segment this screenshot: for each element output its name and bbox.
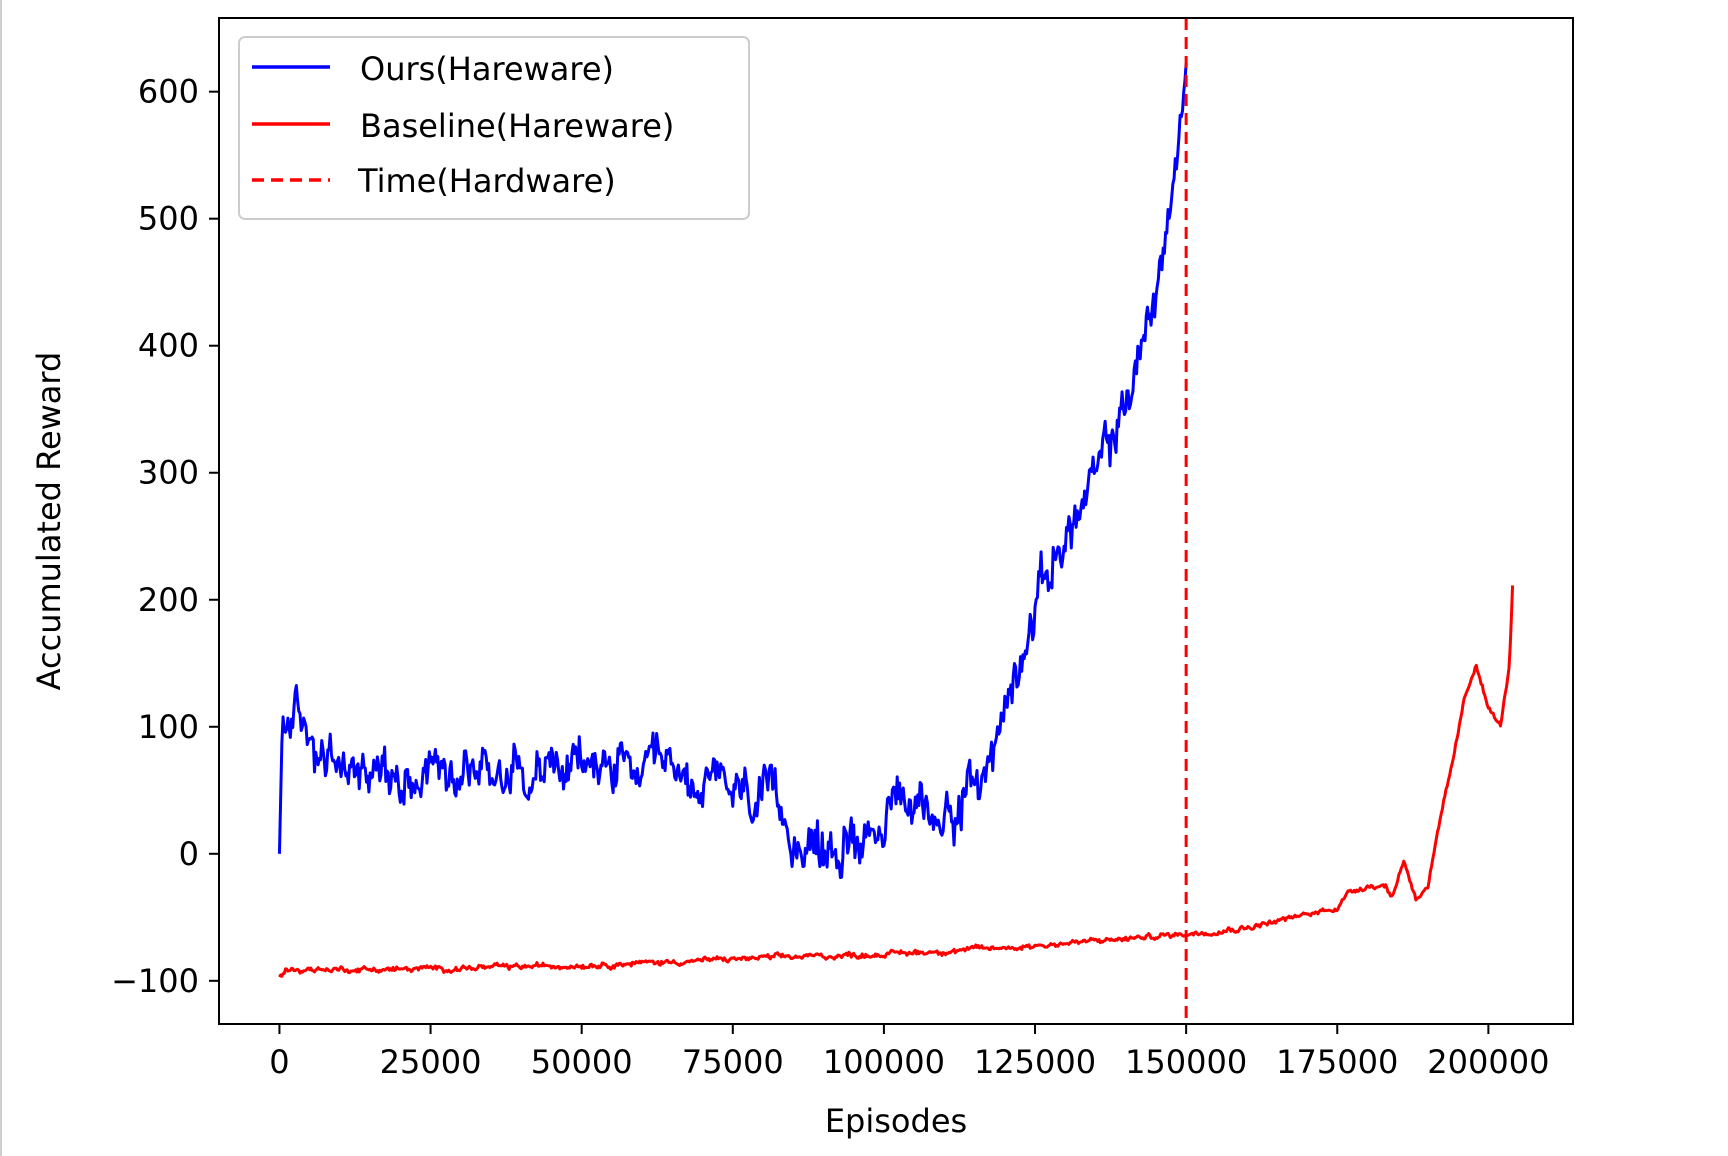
legend-label-baseline: Baseline(Hareware): [360, 107, 674, 145]
x-tick-label: 125000: [974, 1043, 1096, 1081]
y-tick-label: 400: [138, 327, 199, 365]
x-axis-label: Episodes: [825, 1102, 967, 1140]
y-tick-label: 300: [138, 454, 199, 492]
y-axis-label: Accumulated Reward: [30, 352, 68, 691]
plot-area-frame: [218, 17, 1574, 1025]
legend-label-ours: Ours(Hareware): [360, 50, 614, 88]
legend-box: [238, 36, 750, 220]
y-tick-label: 100: [138, 708, 199, 746]
y-tick-label: 0: [179, 835, 199, 873]
x-tick-label: 0: [269, 1043, 289, 1081]
series-layer: [277, 63, 1515, 978]
x-tick-label: 75000: [682, 1043, 784, 1081]
y-tick-label: 200: [138, 581, 199, 619]
y-axis-ticks: −100 0 100 200 300 400 500 600: [111, 73, 219, 1000]
x-tick-label: 150000: [1125, 1043, 1247, 1081]
y-tick-label: −100: [111, 962, 199, 1000]
y-tick-label: 500: [138, 200, 199, 238]
series-line-ours: [277, 63, 1188, 879]
x-axis-ticks: 0 25000 50000 75000 100000 125000 150000 175000…: [269, 1024, 1549, 1081]
x-tick-label: 50000: [531, 1043, 633, 1081]
x-tick-label: 200000: [1427, 1043, 1549, 1081]
x-tick-label: 100000: [823, 1043, 945, 1081]
x-tick-label: 25000: [380, 1043, 482, 1081]
legend: Ours(Hareware) Baseline(Hareware) Time(H…: [238, 36, 750, 220]
series-line-baseline: [278, 585, 1515, 978]
legend-label-time: Time(Hardware): [357, 162, 616, 200]
y-tick-label: 600: [138, 73, 199, 111]
x-tick-label: 175000: [1276, 1043, 1398, 1081]
